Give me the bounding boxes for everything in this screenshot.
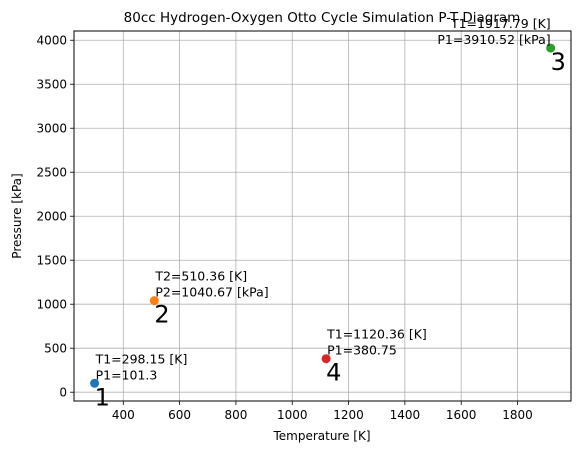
data-points: T1=298.15 [K]P1=101.31 T2=510.36 [K]P2=10… xyxy=(90,16,566,411)
data-point-4 xyxy=(321,354,331,364)
x-tick-label: 400 xyxy=(112,408,135,422)
x-tick-label: 1800 xyxy=(502,408,533,422)
y-tick-label: 500 xyxy=(44,342,67,356)
axis-ticks: 400 600 800 1000 1200 1400 1600 1800 0 500 1000 150… xyxy=(36,34,532,422)
y-axis-label: Pressure [kPa] xyxy=(10,173,24,258)
x-axis-label: Temperature [K] xyxy=(272,429,370,443)
point-number-label: 3 xyxy=(551,48,566,76)
y-tick-label: 4000 xyxy=(36,34,67,48)
y-tick-label: 1500 xyxy=(36,254,67,268)
plot-frame xyxy=(73,30,572,402)
x-tick-label: 800 xyxy=(224,408,247,422)
point-number-label: 1 xyxy=(95,383,110,411)
point-annotation-temperature: T2=510.36 [K] xyxy=(154,269,247,284)
x-tick-label: 600 xyxy=(168,408,191,422)
y-tick-label: 0 xyxy=(59,386,67,400)
grid-lines xyxy=(74,31,571,401)
x-tick-label: 1400 xyxy=(390,408,421,422)
y-tick-label: 2000 xyxy=(36,210,67,224)
point-annotation-temperature: T1=1120.36 [K] xyxy=(326,327,427,342)
data-point-2 xyxy=(149,296,159,306)
x-tick-label: 1200 xyxy=(333,408,364,422)
chart-title: 80cc Hydrogen-Oxygen Otto Cycle Simulati… xyxy=(124,10,521,26)
y-tick-label: 1000 xyxy=(36,298,67,312)
x-tick-label: 1600 xyxy=(446,408,477,422)
point-annotation-temperature: T1=298.15 [K] xyxy=(95,351,188,366)
point-annotation-pressure: P2=1040.67 [kPa] xyxy=(155,285,268,300)
point-annotation-pressure: P1=3910.52 [kPa] xyxy=(437,32,550,47)
y-tick-label: 3000 xyxy=(36,122,67,136)
y-tick-label: 2500 xyxy=(36,166,67,180)
point-number-label: 2 xyxy=(154,301,169,329)
data-point-3 xyxy=(546,43,556,53)
point-annotation-temperature: T1=1917.79 [K] xyxy=(450,16,551,31)
point-annotation-pressure: P1=380.75 xyxy=(327,343,397,358)
point-annotation-pressure: P1=101.3 xyxy=(96,367,158,382)
y-tick-label: 3500 xyxy=(36,78,67,92)
x-tick-label: 1000 xyxy=(277,408,308,422)
point-number-label: 4 xyxy=(326,359,341,387)
data-point-1 xyxy=(90,378,100,388)
